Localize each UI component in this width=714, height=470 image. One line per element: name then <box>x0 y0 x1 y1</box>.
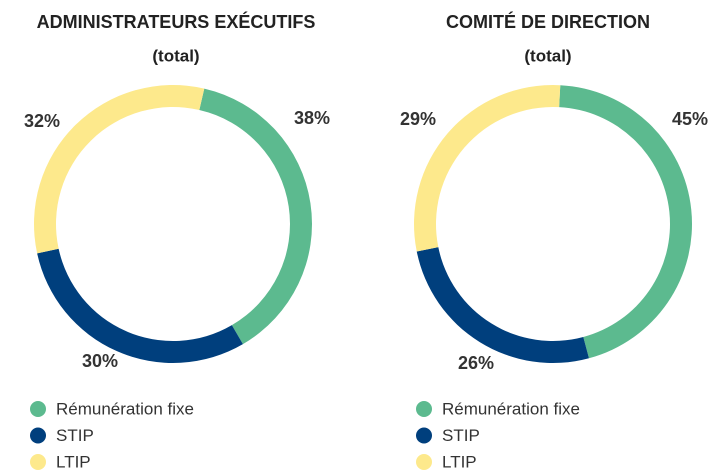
donut-segment <box>559 85 693 359</box>
legend-label: Rémunération fixe <box>56 399 194 418</box>
legend-label: LTIP <box>56 452 91 470</box>
donut-segment <box>199 88 312 345</box>
donut-segment <box>34 84 205 254</box>
value-label: 30% <box>82 351 118 371</box>
legend-swatch <box>30 401 46 417</box>
legend-swatch <box>30 454 46 470</box>
value-label: 38% <box>294 108 330 128</box>
chart-title: COMITÉ DE DIRECTION <box>446 11 650 32</box>
legend-swatch <box>416 454 432 470</box>
value-label: 32% <box>24 111 60 131</box>
donut-segment <box>416 247 589 364</box>
legend-swatch <box>416 427 432 444</box>
chart-subtitle: (total) <box>152 46 199 65</box>
legend-swatch <box>416 401 432 417</box>
chart-subtitle: (total) <box>524 46 571 65</box>
legend-label: LTIP <box>442 452 477 470</box>
legend-label: Rémunération fixe <box>442 399 580 418</box>
legend-label: STIP <box>442 426 480 445</box>
chart-title: ADMINISTRATEURS EXÉCUTIFS <box>37 11 316 32</box>
value-label: 45% <box>672 109 708 129</box>
donut-segment <box>414 84 561 252</box>
legend-swatch <box>30 427 46 444</box>
value-label: 26% <box>458 353 494 373</box>
legend-label: STIP <box>56 426 94 445</box>
value-label: 29% <box>400 109 436 129</box>
donut-segment <box>37 248 243 363</box>
